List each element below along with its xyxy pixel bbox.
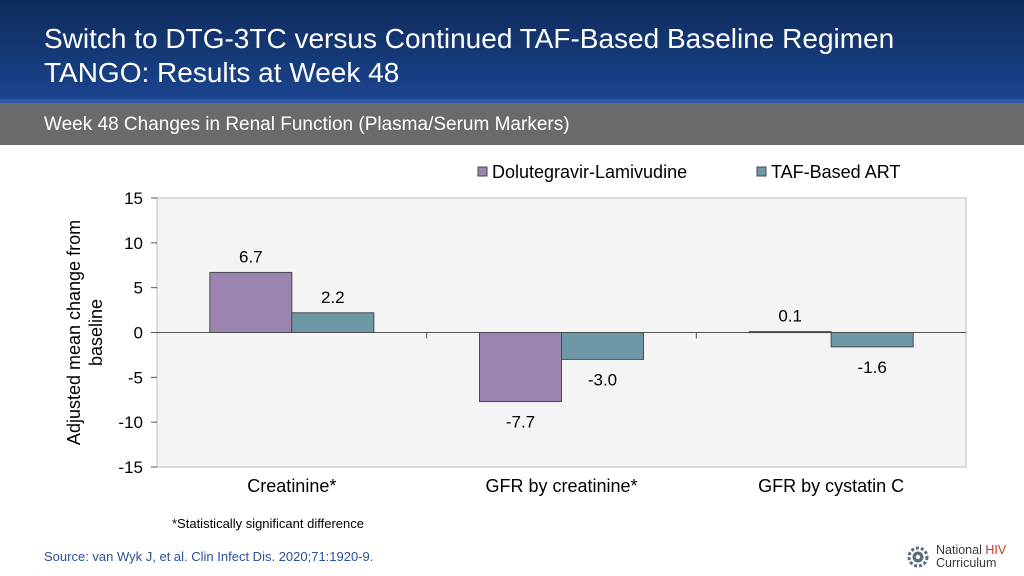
legend-swatch <box>756 166 767 177</box>
subheader-text: Week 48 Changes in Renal Function (Plasm… <box>44 114 570 135</box>
y-tick-label: 5 <box>134 279 143 298</box>
national-hiv-curriculum-logo: National HIV Curriculum <box>904 541 1020 573</box>
slide-title-line-1: Switch to DTG-3TC versus Continued TAF-B… <box>44 23 895 54</box>
data-label: 2.2 <box>321 288 345 307</box>
bar-chart: 15 10 5 0 -5 -10 -15 Adjusted mean change from b… <box>64 162 967 496</box>
logo-word-curriculum: Curriculum <box>936 556 997 570</box>
data-label: -7.7 <box>506 413 535 432</box>
source-citation: Source: van Wyk J, et al. Clin Infect Di… <box>44 549 374 564</box>
legend-label: Dolutegravir-Lamivudine <box>492 162 687 182</box>
gear-icon <box>907 546 929 568</box>
bar-dolutegravir-lamivudine <box>748 331 832 334</box>
y-tick-label: -15 <box>118 458 143 477</box>
bar-dolutegravir-lamivudine <box>479 332 562 403</box>
data-label: 0.1 <box>778 307 802 326</box>
slide-title: Switch to DTG-3TC versus Continued TAF-B… <box>44 22 1004 90</box>
data-label: -3.0 <box>588 370 617 389</box>
y-tick-label: -10 <box>118 413 143 432</box>
bar-dolutegravir-lamivudine <box>209 271 293 333</box>
y-tick-label: 10 <box>124 234 143 253</box>
slide-header: Switch to DTG-3TC versus Continued TAF-B… <box>0 0 1024 103</box>
logo-word-hiv: HIV <box>985 543 1007 557</box>
data-label: 6.7 <box>239 247 263 266</box>
legend-swatch <box>477 166 488 177</box>
bar-taf-based-art <box>561 332 644 360</box>
y-axis-label-line-2: baseline <box>86 299 106 366</box>
x-tick-label: GFR by cystatin C <box>758 476 904 496</box>
y-axis-label: Adjusted mean change from baseline <box>64 220 106 445</box>
x-tick-label: Creatinine* <box>247 476 336 496</box>
logo-text: National HIV Curriculum <box>936 544 1006 570</box>
y-axis-label-line-1: Adjusted mean change from <box>64 220 84 445</box>
slide-subheader: Week 48 Changes in Renal Function (Plasm… <box>0 103 1024 145</box>
logo-word-national: National <box>936 543 986 557</box>
x-tick-label: GFR by creatinine* <box>485 476 637 496</box>
y-tick-label: 0 <box>134 324 143 343</box>
slide-title-line-2: TANGO: Results at Week 48 <box>44 57 400 88</box>
y-tick-label: 15 <box>124 189 143 208</box>
bar-taf-based-art <box>291 312 375 333</box>
data-label: -1.6 <box>858 358 887 377</box>
legend-label: TAF-Based ART <box>771 162 900 182</box>
footnote: *Statistically significant difference <box>172 516 364 531</box>
bar-taf-based-art <box>830 332 914 348</box>
y-tick-label: -5 <box>128 368 143 387</box>
